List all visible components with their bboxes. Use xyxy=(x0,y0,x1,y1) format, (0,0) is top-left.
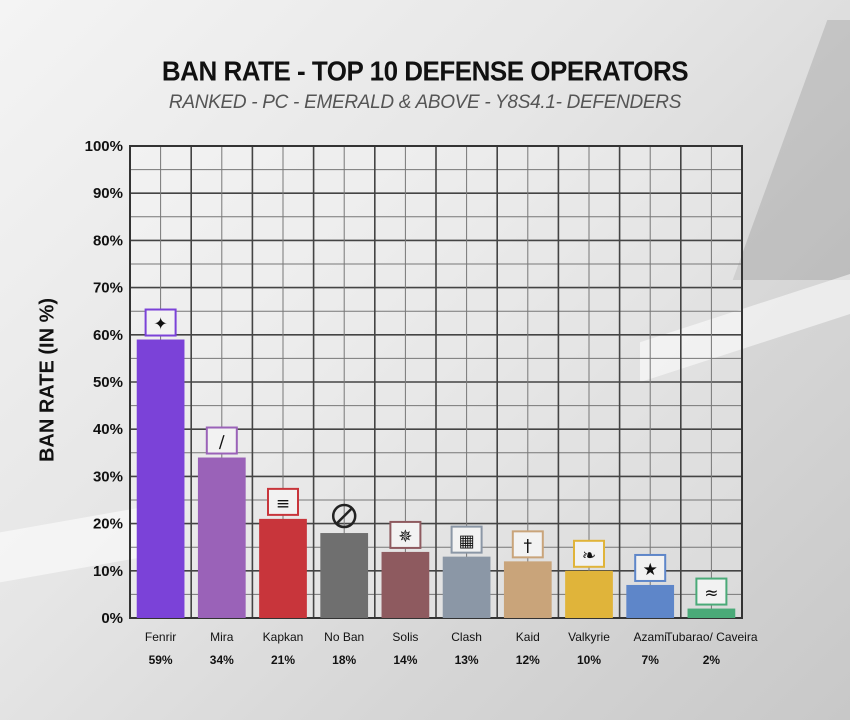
y-tick-label: 0% xyxy=(101,610,123,627)
mira-icon: ∕ xyxy=(205,426,238,455)
solis-icon: ✵ xyxy=(389,520,422,549)
bar-value-label: 2% xyxy=(703,653,721,667)
bar-kaid xyxy=(503,561,552,618)
no-ban-icon xyxy=(331,503,357,529)
y-tick-label: 20% xyxy=(93,516,123,533)
y-tick-label: 10% xyxy=(93,563,123,580)
svg-text:✵: ✵ xyxy=(398,527,412,547)
svg-text:★: ★ xyxy=(643,560,658,580)
x-category-label: Solis xyxy=(392,630,418,644)
bar-tubarao-caveira xyxy=(687,608,736,618)
bar-value-label: 18% xyxy=(332,653,356,667)
bar-clash xyxy=(442,556,491,618)
valkyrie-icon: ❧ xyxy=(573,539,605,568)
bar-valkyrie xyxy=(565,570,613,618)
y-tick-label: 60% xyxy=(93,327,123,344)
chart-title: BAN RATE - TOP 10 DEFENSE OPERATORS xyxy=(161,55,689,87)
y-tick-label: 80% xyxy=(93,232,123,249)
y-tick-label: 30% xyxy=(93,468,123,485)
x-category-label: Fenrir xyxy=(145,630,176,644)
x-category-label: Kapkan xyxy=(263,630,304,644)
svg-text:≈: ≈ xyxy=(704,584,718,604)
svg-text:✦: ✦ xyxy=(153,315,167,335)
x-category-label: Mira xyxy=(210,630,234,644)
x-category-label: Azami xyxy=(634,630,667,644)
plot-frame xyxy=(129,145,743,619)
x-category-label: No Ban xyxy=(324,630,364,644)
y-tick-label: 40% xyxy=(93,421,123,438)
x-category-label: Valkyrie xyxy=(568,630,610,644)
bar-value-label: 59% xyxy=(149,653,173,667)
azami-icon: ★ xyxy=(634,553,667,582)
bar-mira xyxy=(197,457,246,618)
fenrir-icon: ✦ xyxy=(144,308,177,337)
kaid-icon: † xyxy=(511,530,544,559)
bar-azami xyxy=(626,584,675,618)
bar-value-label: 12% xyxy=(516,653,540,667)
bar-kapkan xyxy=(259,518,307,618)
svg-text:†: † xyxy=(524,536,533,556)
x-category-label: Tubarao/ Caveira xyxy=(665,630,758,644)
bar-value-label: 13% xyxy=(455,653,479,667)
svg-text:∕: ∕ xyxy=(219,433,225,453)
y-tick-label: 70% xyxy=(93,280,123,297)
bar-no-ban xyxy=(320,533,369,618)
clash-icon: ▦ xyxy=(450,525,483,554)
y-tick-label: 100% xyxy=(85,138,123,155)
x-category-label: Kaid xyxy=(516,630,540,644)
bar-value-label: 10% xyxy=(577,653,601,667)
kapkan-icon: ≡ xyxy=(267,487,299,516)
chart-subtitle: RANKED - PC - EMERALD & ABOVE - Y8S4.1- … xyxy=(168,92,682,113)
bar-value-label: 7% xyxy=(642,653,660,667)
bar-value-label: 21% xyxy=(271,653,295,667)
svg-text:≡: ≡ xyxy=(276,494,290,514)
bar-fenrir xyxy=(136,339,185,618)
bar-value-label: 34% xyxy=(210,653,234,667)
x-category-label: Clash xyxy=(451,630,482,644)
y-tick-label: 50% xyxy=(93,374,123,391)
tubarao-caveira-icon: ≈ xyxy=(695,577,728,606)
svg-text:▦: ▦ xyxy=(459,532,475,552)
y-tick-label: 90% xyxy=(93,185,123,202)
bar-value-label: 14% xyxy=(393,653,417,667)
bar-solis xyxy=(381,551,430,618)
svg-text:❧: ❧ xyxy=(582,546,596,566)
